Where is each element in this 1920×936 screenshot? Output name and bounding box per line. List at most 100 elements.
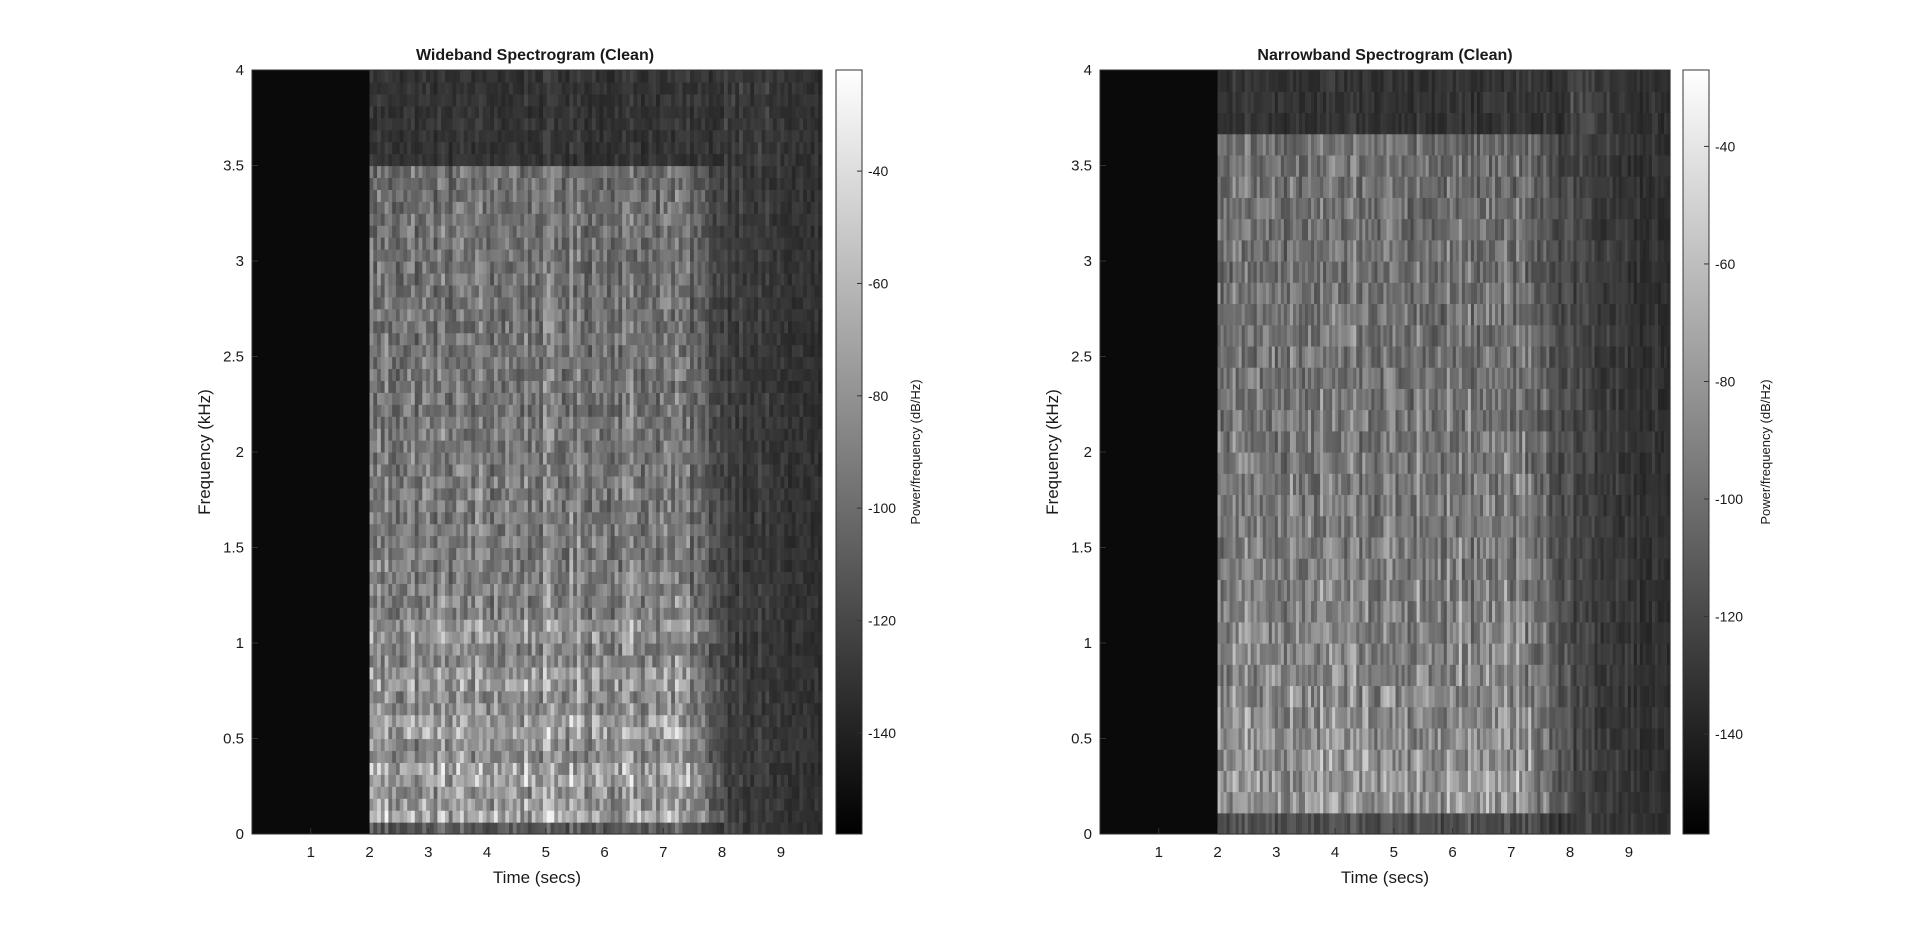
heatmap-cell <box>509 547 514 561</box>
heatmap-cell <box>610 690 616 704</box>
heatmap-cell <box>482 463 488 477</box>
heatmap-cell <box>395 475 401 489</box>
heatmap-cell <box>448 774 454 787</box>
heatmap-cell <box>561 595 567 608</box>
heatmap-cell <box>652 786 657 799</box>
heatmap-cell <box>369 607 374 620</box>
heatmap-cell <box>392 583 397 596</box>
heatmap-cell <box>448 440 454 453</box>
heatmap-cell <box>369 392 374 405</box>
heatmap-cell <box>558 762 563 775</box>
heatmap-cell <box>444 440 450 453</box>
heatmap-cell <box>588 786 593 799</box>
heatmap-cell <box>633 105 638 119</box>
heatmap-cell <box>625 547 631 561</box>
heatmap-cell <box>546 690 552 704</box>
heatmap-cell <box>584 129 589 143</box>
heatmap-cell <box>516 189 521 202</box>
heatmap-cell <box>384 690 389 704</box>
heatmap-cell <box>618 690 623 704</box>
heatmap-cell <box>471 344 476 358</box>
heatmap-cell <box>622 798 627 811</box>
heatmap-cell <box>580 344 586 358</box>
heatmap-cell <box>595 559 601 572</box>
heatmap-cell <box>656 547 661 561</box>
heatmap-cell <box>542 165 548 179</box>
heatmap-cell <box>444 404 450 417</box>
heatmap-cell <box>659 786 665 799</box>
heatmap-cell <box>648 595 653 608</box>
heatmap-cell <box>516 714 521 728</box>
heatmap-cell <box>610 583 616 596</box>
heatmap-cell <box>535 237 540 250</box>
heatmap-cell <box>482 344 488 358</box>
heatmap-cell <box>527 368 533 381</box>
heatmap-cell <box>429 726 435 740</box>
heatmap-cell <box>441 547 446 561</box>
heatmap-cell <box>644 272 650 286</box>
heatmap-cell <box>463 822 469 835</box>
heatmap-cell <box>535 595 540 608</box>
heatmap-cell <box>509 201 514 214</box>
heatmap-cell <box>377 702 382 716</box>
heatmap-cell <box>486 810 491 823</box>
heatmap-cell <box>395 487 401 501</box>
heatmap-cell <box>433 368 438 381</box>
heatmap-cell <box>603 296 608 310</box>
heatmap-cell <box>456 440 461 453</box>
heatmap-cell <box>384 344 389 358</box>
heatmap-cell <box>554 105 559 119</box>
heatmap-cell <box>463 261 469 274</box>
heatmap-cell <box>584 141 589 155</box>
heatmap-cell <box>573 272 578 286</box>
heatmap-cell <box>599 296 604 310</box>
heatmap-cell <box>652 332 657 346</box>
heatmap-cell <box>490 690 495 704</box>
heatmap-cell <box>399 810 405 823</box>
heatmap-cell <box>448 810 454 823</box>
heatmap-cell <box>576 237 582 250</box>
heatmap-cell <box>486 475 491 489</box>
heatmap-cell <box>542 631 548 644</box>
heatmap-cell <box>554 201 559 214</box>
heatmap-cell <box>395 129 401 143</box>
heatmap-cell <box>437 344 442 358</box>
heatmap-cell <box>497 559 503 572</box>
heatmap-cell <box>505 380 510 393</box>
heatmap-cell <box>614 380 619 393</box>
heatmap-cell <box>558 332 563 346</box>
heatmap-cell <box>411 344 416 358</box>
heatmap-cell <box>588 404 593 417</box>
heatmap-cell <box>614 308 619 322</box>
heatmap-cell <box>497 547 503 561</box>
heatmap-cell <box>509 356 514 370</box>
heatmap-cell <box>542 272 548 286</box>
heatmap-cell <box>584 189 589 202</box>
heatmap-cell <box>573 810 578 823</box>
heatmap-cell <box>493 189 499 202</box>
heatmap-cell <box>441 583 446 596</box>
heatmap-cell <box>633 117 638 131</box>
heatmap-cell <box>520 177 525 190</box>
heatmap-cell <box>603 416 608 429</box>
heatmap-cell <box>603 619 608 632</box>
heatmap-cell <box>467 750 472 763</box>
heatmap-cell <box>607 666 612 680</box>
heatmap-cell <box>659 607 665 620</box>
heatmap-cell <box>392 332 397 346</box>
heatmap-cell <box>486 201 491 214</box>
heatmap-cell <box>516 786 521 799</box>
heatmap-cell <box>460 284 465 298</box>
heatmap-cell <box>625 213 631 226</box>
heatmap-cell <box>629 475 635 489</box>
heatmap-cell <box>403 261 408 274</box>
heatmap-cell <box>569 141 574 155</box>
heatmap-cell <box>558 690 563 704</box>
heatmap-cell <box>403 332 408 346</box>
heatmap-cell <box>467 189 472 202</box>
heatmap-cell <box>603 702 608 716</box>
heatmap-cell <box>603 666 608 680</box>
heatmap-cell <box>456 726 461 740</box>
heatmap-cell <box>588 201 593 214</box>
heatmap-cell <box>407 284 412 298</box>
